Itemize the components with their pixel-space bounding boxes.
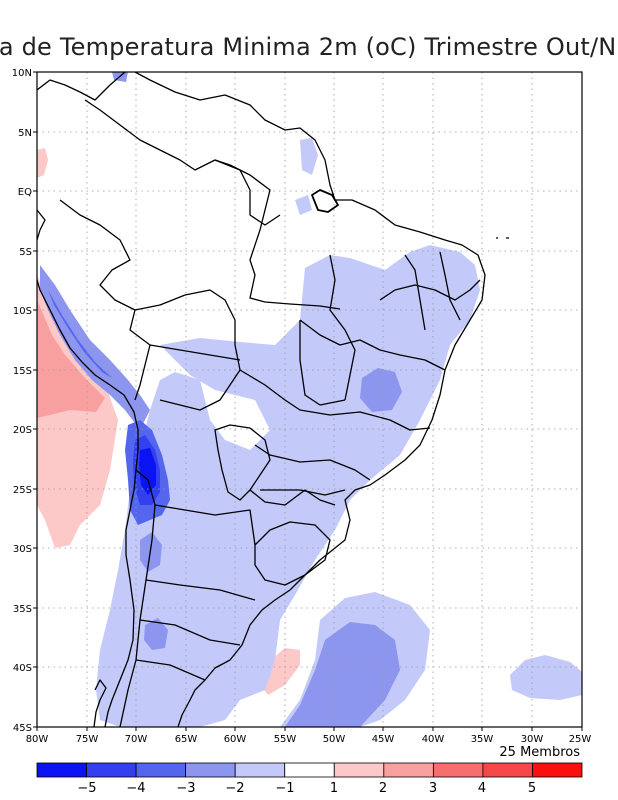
lat-tick-label: EQ — [18, 187, 32, 198]
south-atlantic-warm-patch — [260, 648, 300, 695]
para-cool-patch — [295, 195, 312, 215]
brazil-state-lines-6 — [260, 489, 346, 496]
colorbar-swatch — [86, 762, 137, 778]
positive-anomaly-areas — [37, 148, 300, 695]
colorbar-swatch — [432, 762, 484, 778]
country-border-peru-bolivia — [129, 309, 151, 401]
colorbar-swatch — [135, 762, 187, 778]
map-frame — [36, 71, 583, 728]
colorbar — [36, 762, 583, 778]
lon-tick-label: 30W — [521, 734, 544, 745]
lon-tick-label: 70W — [125, 734, 148, 745]
country-border-brazil-north — [214, 159, 341, 310]
lon-tick-label: 80W — [26, 734, 49, 745]
colorbar-label: 5 — [528, 781, 536, 796]
members-label: 25 Membros — [499, 745, 580, 760]
lon-tick-label: 65W — [175, 734, 198, 745]
lon-tick-label: 35W — [471, 734, 494, 745]
colorbar-label: 1 — [330, 781, 338, 796]
lat-tick-label: 40S — [13, 663, 32, 674]
negative-anomaly-areas — [40, 72, 582, 727]
colorbar-labels: −5 −4 −3 −2 −1 1 2 3 4 5 — [77, 781, 536, 796]
country-border-argentina-brazil — [249, 489, 336, 506]
andes-cool-strip — [40, 265, 150, 430]
lon-tick-label: 25W — [569, 734, 592, 745]
lon-tick-label: 75W — [76, 734, 99, 745]
grid-lines — [37, 72, 582, 727]
colorbar-label: 3 — [429, 781, 437, 796]
colorbar-label: 4 — [478, 781, 486, 796]
minas-cool-core — [360, 368, 402, 412]
colorbar-swatch — [185, 762, 236, 778]
lat-tick-label: 15S — [13, 366, 32, 377]
lat-tick-label: 20S — [13, 425, 32, 436]
lat-tick-label: 45S — [13, 723, 32, 734]
amazon-delta — [311, 189, 339, 213]
country-border-uruguay — [254, 521, 331, 586]
latitude-axis — [33, 71, 37, 728]
colorbar-swatch — [284, 762, 335, 778]
chile-cold-core-inner — [139, 448, 156, 495]
brazil-state-lines-5 — [379, 279, 481, 301]
lat-tick-label: 25S — [13, 485, 32, 496]
east-atlantic-cool — [510, 655, 582, 700]
country-border-paraguay — [214, 424, 271, 501]
colorbar-swatch — [333, 762, 385, 778]
colorbar-swatch — [36, 762, 87, 778]
lon-tick-label: 50W — [323, 734, 346, 745]
colorbar-swatch — [234, 762, 286, 778]
central-cool-1to2 — [96, 245, 480, 727]
latitude-labels: 10N 5N EQ 5S 10S 15S 20S 25S 30S 35S 40S… — [12, 68, 32, 734]
country-border-colombia-peru — [59, 199, 186, 311]
colorbar-swatch — [482, 762, 533, 778]
brazil-state-lines-1 — [299, 319, 446, 371]
north-warm-patch — [37, 148, 48, 178]
map-title: ia de Temperatura Minima 2m (oC) Trimest… — [0, 33, 618, 73]
lon-tick-label: 45W — [372, 734, 395, 745]
colorbar-label: −1 — [275, 781, 294, 796]
lat-tick-label: 35S — [13, 604, 32, 615]
pacific-warm-2to3 — [37, 300, 105, 418]
patagonia-fjord-coast — [93, 679, 107, 727]
arg-cool-patch-2 — [144, 618, 168, 650]
longitude-axis — [36, 727, 583, 731]
colorbar-label: −2 — [225, 781, 244, 796]
brazil-state-lines-8 — [439, 251, 461, 321]
south-atlantic-cool-core — [285, 622, 400, 727]
arg-cool-patch-1 — [140, 532, 162, 572]
lon-tick-label: 55W — [274, 734, 297, 745]
lat-tick-label: 30S — [13, 544, 32, 555]
brazil-state-lines-9 — [299, 320, 346, 406]
colorbar-label: 2 — [379, 781, 387, 796]
brazil-state-lines-3 — [254, 444, 371, 481]
brazil-state-lines-4 — [329, 254, 356, 401]
map-title-text: ia de Temperatura Minima 2m (oC) Trimest… — [0, 33, 617, 61]
longitude-labels: 80W 75W 70W 65W 60W 55W 50W 45W 40W 35W … — [26, 734, 592, 745]
brazil-state-lines-7 — [404, 254, 426, 331]
colorbar-label: −4 — [126, 781, 145, 796]
lat-tick-label: 5S — [19, 247, 32, 258]
brazil-state-lines-2 — [239, 369, 431, 431]
lat-tick-label: 5N — [18, 128, 32, 139]
south-america-coastline — [37, 72, 486, 727]
country-border-colombia-venezuela — [84, 99, 281, 226]
coastline-and-borders — [37, 72, 509, 727]
colorbar-label: −3 — [176, 781, 195, 796]
amazon-cool-patch — [300, 138, 318, 175]
lat-tick-label: 10N — [12, 68, 32, 79]
lon-tick-label: 60W — [224, 734, 247, 745]
colorbar-swatch — [532, 762, 583, 778]
colorbar-swatch — [383, 762, 434, 778]
argentina-province-lines — [135, 504, 256, 681]
lon-tick-label: 40W — [422, 734, 445, 745]
colorbar-label: −5 — [77, 781, 96, 796]
andes-western-coast-upper — [37, 209, 46, 241]
lat-tick-label: 10S — [13, 306, 32, 317]
brazil-state-lines-10 — [149, 344, 241, 361]
